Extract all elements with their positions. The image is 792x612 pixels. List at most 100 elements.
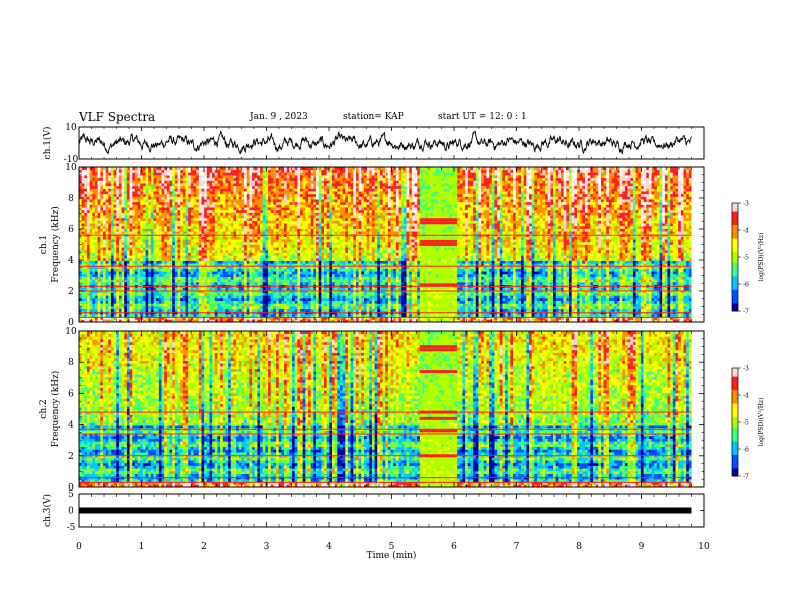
- spectrogram-cell: [182, 239, 186, 243]
- spectrogram-cell: [118, 313, 123, 318]
- spectrogram-cell: [129, 225, 133, 229]
- spectrogram-cell: [150, 287, 154, 291]
- spectrogram-cell: [79, 255, 83, 259]
- spectrogram-cell: [145, 215, 149, 219]
- spectrogram-cell: [214, 196, 218, 200]
- spectrogram-cell: [94, 183, 99, 187]
- spectrogram-cell: [166, 255, 170, 259]
- spectrogram-cell: [198, 287, 202, 291]
- spectrogram-cell: [228, 209, 232, 213]
- spectrogram-cell: [182, 191, 186, 195]
- spectrogram-cell: [268, 260, 272, 264]
- spectrogram-cell: [110, 209, 115, 213]
- spectrogram-cell: [214, 236, 218, 240]
- spectrogram-cell: [129, 313, 133, 318]
- spectrogram-cell: [270, 188, 274, 192]
- spectrogram-cell: [198, 172, 202, 176]
- spectrogram-cell: [174, 188, 178, 192]
- spectrogram-cell: [236, 223, 240, 227]
- spectrogram-cell: [222, 271, 226, 275]
- spectrogram-cell: [126, 244, 130, 248]
- spectrogram-cell: [265, 276, 269, 280]
- spectrogram-cell: [180, 295, 184, 299]
- spectrogram-cell: [222, 300, 226, 304]
- spectrogram-cell: [172, 305, 176, 310]
- spectrogram-cell: [102, 300, 107, 304]
- spectrogram-cell: [252, 180, 256, 184]
- spectrogram-cell: [249, 281, 253, 285]
- spectrogram-cell: [81, 303, 85, 307]
- spectrogram-cell: [126, 191, 130, 195]
- spectrogram-cell: [94, 292, 99, 296]
- spectrogram-cell: [102, 169, 107, 173]
- spectrogram-cell: [89, 217, 93, 221]
- spectrogram-cell: [105, 241, 109, 245]
- spectrogram-cell: [89, 252, 93, 256]
- spectrogram-cell: [241, 263, 245, 267]
- spectrogram-cell: [249, 231, 253, 235]
- spectrogram-cell: [201, 300, 205, 304]
- spectrogram-cell: [79, 183, 83, 187]
- spectrogram-cell: [262, 167, 266, 171]
- spectrogram-cell: [108, 183, 112, 187]
- spectrogram-cell: [134, 295, 138, 299]
- spectrogram-cell: [300, 252, 304, 256]
- spectrogram-cell: [238, 225, 242, 229]
- spectrogram-cell: [249, 185, 253, 189]
- spectrogram-cell: [252, 204, 256, 208]
- spectrogram-cell: [94, 247, 99, 251]
- spectrogram-cell: [214, 172, 218, 176]
- spectrogram-cell: [142, 255, 146, 259]
- spectrogram-cell: [209, 268, 213, 272]
- spectrogram-cell: [124, 225, 128, 229]
- spectrogram-cell: [137, 260, 141, 264]
- spectrogram-cell: [137, 207, 141, 211]
- spectrogram-cell: [238, 207, 242, 211]
- spectrogram-cell: [193, 169, 197, 173]
- spectrogram-cell: [110, 273, 115, 277]
- spectrogram-cell: [246, 199, 250, 203]
- spectrogram-cell: [150, 257, 154, 261]
- spectrogram-cell: [233, 265, 237, 269]
- spectrogram-cell: [236, 217, 240, 221]
- spectrogram-cell: [150, 279, 154, 283]
- spectrogram-cell: [286, 185, 290, 189]
- spectrogram-cell: [142, 257, 146, 261]
- spectrogram-cell: [241, 193, 245, 197]
- spectrogram-cell: [201, 183, 205, 187]
- spectrogram-cell: [268, 271, 272, 275]
- spectrogram-cell: [260, 271, 264, 275]
- spectrogram-cell: [89, 175, 93, 179]
- spectrogram-cell: [284, 185, 288, 189]
- spectrogram-cell: [124, 209, 128, 213]
- spectrogram-cell: [302, 300, 306, 304]
- spectrogram-cell: [121, 204, 125, 208]
- spectrogram-cell: [230, 295, 234, 299]
- spectrogram-cell: [209, 247, 213, 251]
- spectrogram-cell: [233, 215, 237, 219]
- spectrogram-cell: [198, 223, 202, 227]
- spectrogram-cell: [249, 212, 253, 216]
- spectrogram-cell: [233, 247, 237, 251]
- spectrogram-cell: [116, 313, 120, 318]
- spectrogram-cell: [177, 295, 181, 299]
- spectrogram-cell: [121, 295, 125, 299]
- spectrogram-cell: [81, 300, 85, 304]
- spectrogram-cell: [300, 188, 304, 192]
- spectrogram-cell: [196, 252, 200, 256]
- spectrogram-cell: [246, 185, 250, 189]
- spectrogram-cell: [294, 175, 298, 179]
- spectrogram-cell: [278, 300, 282, 304]
- spectrogram-cell: [153, 303, 157, 307]
- spectrogram-cell: [174, 273, 178, 277]
- spectrogram-cell: [140, 271, 144, 275]
- spectrogram-cell: [217, 263, 221, 267]
- spectrogram-cell: [238, 300, 242, 304]
- spectrogram-cell: [156, 196, 160, 200]
- spectrogram-cell: [108, 215, 112, 219]
- spectrogram-cell: [166, 308, 170, 312]
- spectrogram-cell: [100, 191, 104, 195]
- spectrogram-cell: [169, 263, 173, 267]
- spectrogram-cell: [148, 249, 152, 253]
- spectrogram-cell: [172, 281, 176, 285]
